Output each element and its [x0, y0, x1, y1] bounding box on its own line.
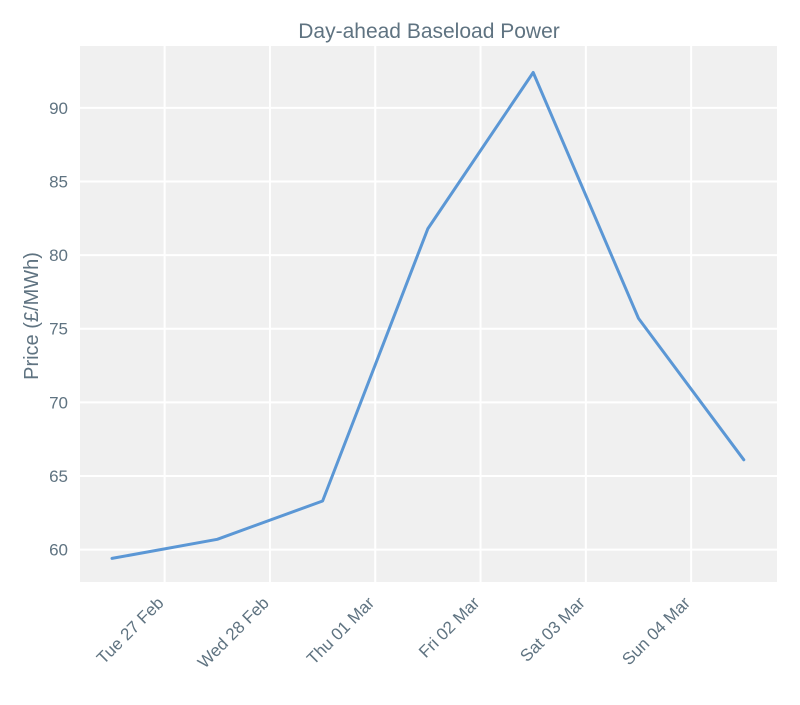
y-tick-label: 70: [49, 393, 68, 412]
x-tick-label: Sat 03 Mar: [516, 593, 588, 665]
grid-lines: [80, 46, 777, 582]
x-axis-ticks: Tue 27 Feb Wed 28 Feb Thu 01 Mar Fri 02 Mar…: [93, 593, 694, 672]
plot-background: [80, 46, 777, 582]
y-axis-label: Price (£/MWh): [21, 252, 43, 380]
x-tick-label: Thu 01 Mar: [303, 593, 378, 668]
series-layer: [110, 71, 746, 560]
x-tick-label: Tue 27 Feb: [93, 593, 167, 667]
x-tick-label: Wed 28 Feb: [194, 593, 273, 672]
y-tick-label: 60: [49, 541, 68, 560]
y-axis-ticks: 60 65 70 75 80 85 90: [49, 99, 68, 560]
x-tick-label: Sun 04 Mar: [618, 593, 694, 669]
y-tick-label: 80: [49, 246, 68, 265]
price-line: [110, 71, 746, 560]
y-tick-label: 85: [49, 172, 68, 191]
chart-title: Day-ahead Baseload Power: [298, 20, 560, 43]
y-tick-label: 90: [49, 99, 68, 118]
y-tick-label: 75: [49, 320, 68, 339]
x-tick-label: Fri 02 Mar: [415, 593, 483, 661]
y-tick-label: 65: [49, 467, 68, 486]
